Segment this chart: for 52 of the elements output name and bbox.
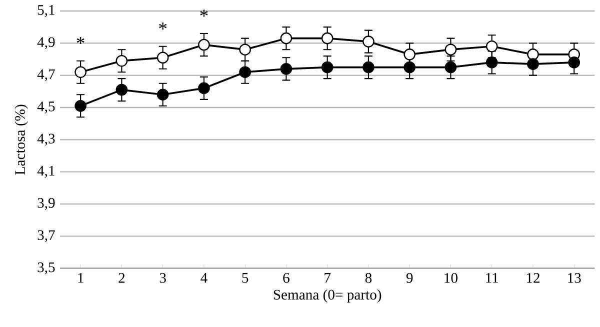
x-tick-label: 8	[365, 273, 372, 283]
point	[280, 32, 292, 44]
x-tick-label: 1	[78, 273, 84, 283]
y-tick-label: 4,5	[37, 102, 55, 114]
point	[444, 61, 457, 74]
y-tick-label: 3,5	[38, 262, 55, 274]
y-tick-label: 5,1	[38, 5, 54, 17]
y-tick-label: 4,3	[37, 134, 55, 146]
point	[404, 48, 416, 60]
point	[486, 40, 498, 52]
y-axis-title: Lactosa (%)	[14, 104, 28, 175]
point	[74, 100, 86, 112]
point	[527, 58, 539, 70]
point	[362, 36, 374, 48]
y-tick-label: 3,7	[38, 230, 55, 242]
x-tick-label: 5	[242, 273, 248, 283]
point	[198, 38, 210, 51]
annotation: *	[200, 10, 208, 17]
point	[568, 56, 580, 68]
point	[74, 66, 86, 78]
y-tick-label: 4,1	[37, 166, 54, 178]
point	[527, 48, 539, 60]
x-tick-label: 10	[444, 273, 458, 283]
y-tick-label: 3,9	[38, 198, 55, 210]
x-tick-label: 2	[118, 273, 125, 283]
x-tick-label: 3	[160, 273, 166, 283]
x-tick-label: 9	[406, 273, 413, 283]
annotation: *	[76, 37, 84, 44]
point	[404, 61, 416, 74]
point	[321, 61, 334, 74]
point	[321, 32, 334, 44]
point	[486, 56, 498, 68]
x-axis-title: Semana (0= parto)	[274, 289, 382, 303]
y-tick-label: 4,7	[37, 69, 55, 82]
x-tick-label: 7	[324, 273, 331, 283]
x-tick-label: 11	[486, 273, 498, 283]
point	[280, 62, 292, 75]
x-tick-label: 6	[283, 273, 290, 283]
x-tick-label: 12	[526, 273, 540, 283]
point	[239, 66, 251, 78]
point	[116, 84, 128, 96]
point	[444, 44, 457, 56]
point	[239, 44, 251, 56]
y-tick-label: 4,9	[37, 37, 55, 50]
x-tick-label: 13	[568, 273, 581, 283]
point	[198, 82, 210, 94]
x-tick-label: 4	[200, 273, 208, 283]
point	[116, 54, 128, 67]
annotation: *	[159, 22, 167, 30]
point	[156, 52, 169, 64]
point	[362, 61, 374, 74]
point	[156, 88, 169, 101]
